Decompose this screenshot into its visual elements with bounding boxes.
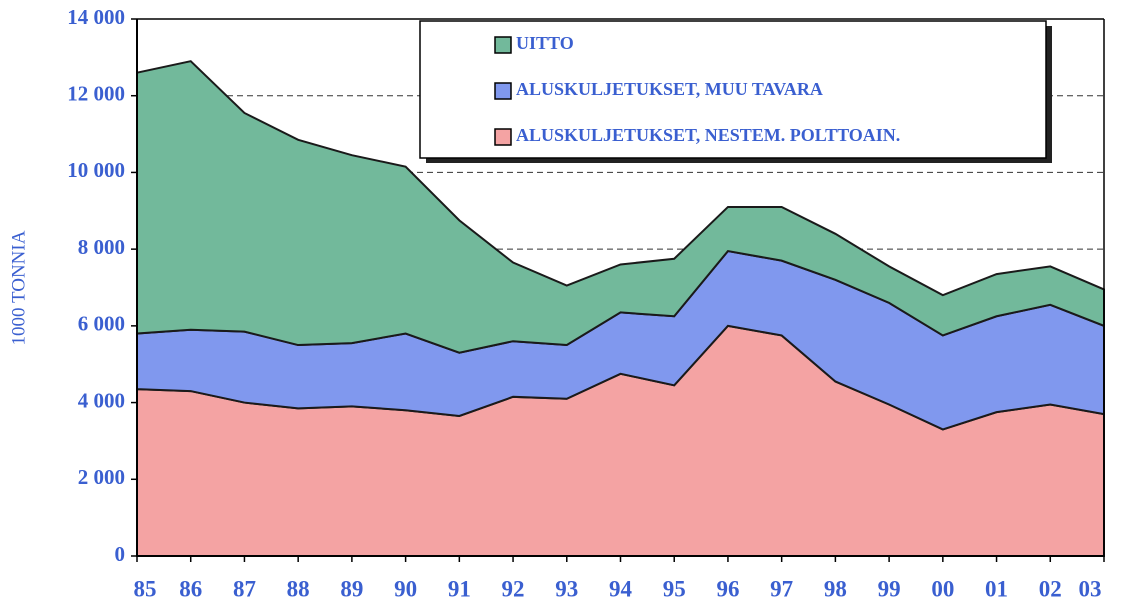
y-tick-label: 10 000 — [67, 158, 125, 182]
y-tick-label: 2 000 — [78, 465, 125, 489]
y-tick-label: 6 000 — [78, 312, 125, 336]
x-tick-label: 95 — [663, 576, 686, 601]
x-tick-label: 89 — [340, 576, 363, 601]
legend-label: ALUSKULJETUKSET, MUU TAVARA — [516, 79, 823, 99]
legend-swatch — [494, 128, 512, 146]
x-tick-label: 00 — [931, 576, 954, 601]
x-tick-label: 02 — [1039, 576, 1062, 601]
x-tick-label: 03 — [1079, 576, 1102, 601]
x-tick-label: 97 — [770, 576, 793, 601]
y-tick-label: 8 000 — [78, 235, 125, 259]
x-tick-label: 90 — [394, 576, 417, 601]
legend — [419, 20, 1047, 159]
x-tick-label: 98 — [824, 576, 847, 601]
x-tick-label: 92 — [502, 576, 525, 601]
x-tick-label: 85 — [134, 576, 157, 601]
y-tick-label: 0 — [115, 542, 126, 566]
x-tick-label: 01 — [985, 576, 1008, 601]
legend-label: UITTO — [516, 33, 574, 53]
legend-label: ALUSKULJETUKSET, NESTEM. POLTTOAIN. — [516, 125, 900, 145]
x-tick-label: 86 — [179, 576, 202, 601]
x-tick-label: 96 — [716, 576, 739, 601]
y-tick-label: 4 000 — [78, 388, 125, 412]
x-tick-label: 87 — [233, 576, 256, 601]
y-tick-label: 14 000 — [67, 5, 125, 29]
legend-swatch — [494, 36, 512, 54]
x-tick-label: 94 — [609, 576, 633, 601]
legend-swatch — [494, 82, 512, 100]
y-axis-title: 1000 TONNIA — [8, 230, 29, 345]
x-tick-label: 99 — [878, 576, 901, 601]
y-tick-label: 12 000 — [67, 82, 125, 106]
x-tick-label: 91 — [448, 576, 471, 601]
x-tick-label: 88 — [287, 576, 310, 601]
x-tick-label: 93 — [555, 576, 578, 601]
